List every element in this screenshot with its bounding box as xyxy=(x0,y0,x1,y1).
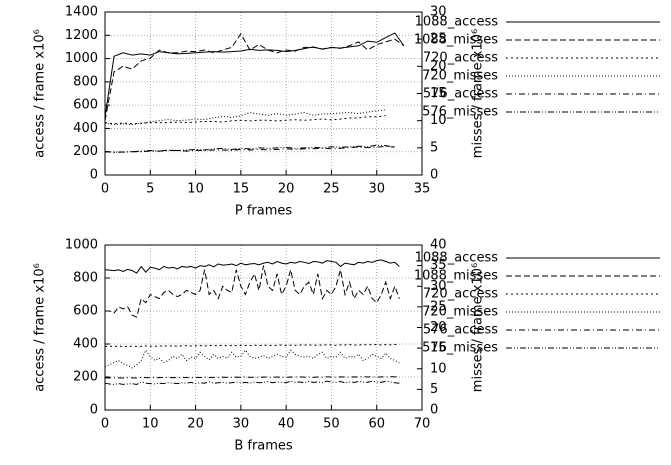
x-tick-label: 50 xyxy=(323,417,340,432)
y2-tick-label: 25 xyxy=(430,32,447,47)
series-line xyxy=(104,259,400,274)
legend-label: 720_misses xyxy=(422,305,498,320)
x-tick-label: 10 xyxy=(142,417,159,432)
y-tick-label: 600 xyxy=(73,98,98,113)
series-line xyxy=(104,376,400,379)
x-tick-label: 20 xyxy=(187,417,204,432)
y2-axis-label: misses / frame x10⁶ xyxy=(471,263,486,392)
series-line xyxy=(104,145,395,153)
y2-tick-label: 5 xyxy=(430,140,438,155)
x-axis-label: P frames xyxy=(235,204,293,219)
legend-label: 1088_access xyxy=(415,15,499,30)
x-tick-label: 70 xyxy=(414,417,431,432)
y2-tick-label: 40 xyxy=(430,238,447,253)
legend-label: 576_access xyxy=(423,323,498,338)
y-tick-label: 1000 xyxy=(65,51,98,66)
y2-tick-label: 35 xyxy=(430,258,447,273)
legend-label: 1088_misses xyxy=(414,269,498,284)
y-tick-label: 400 xyxy=(73,337,98,352)
y2-tick-label: 10 xyxy=(430,113,447,128)
y-tick-label: 200 xyxy=(73,370,98,385)
y2-tick-label: 0 xyxy=(430,403,438,418)
x-tick-label: 30 xyxy=(368,182,385,197)
x-tick-label: 35 xyxy=(414,182,431,197)
y-tick-label: 0 xyxy=(90,403,98,418)
x-tick-label: 20 xyxy=(278,182,295,197)
series-line xyxy=(104,32,405,117)
x-tick-label: 5 xyxy=(146,182,154,197)
plot-frame xyxy=(104,11,423,176)
series-line xyxy=(104,115,386,125)
legend-label: 720_misses xyxy=(422,69,498,84)
series-line xyxy=(104,343,400,348)
y2-tick-label: 20 xyxy=(430,320,447,335)
legend-label: 1088_misses xyxy=(414,33,498,48)
series-line xyxy=(104,32,405,121)
legend-label: 720_access xyxy=(423,51,498,66)
y-tick-label: 800 xyxy=(73,74,98,89)
x-tick-label: 15 xyxy=(233,182,250,197)
y-tick-label: 600 xyxy=(73,304,98,319)
y2-tick-label: 20 xyxy=(430,59,447,74)
x-tick-label: 0 xyxy=(101,417,109,432)
y-tick-label: 800 xyxy=(73,271,98,286)
y2-tick-label: 15 xyxy=(430,341,447,356)
x-tick-label: 25 xyxy=(323,182,340,197)
y-tick-label: 0 xyxy=(90,168,98,183)
y-tick-label: 400 xyxy=(73,121,98,136)
plot-frame xyxy=(104,244,423,411)
x-tick-label: 0 xyxy=(101,182,109,197)
y-tick-label: 1200 xyxy=(65,28,98,43)
x-tick-label: 30 xyxy=(233,417,250,432)
x-axis-label: B frames xyxy=(234,439,293,454)
legend-label: 1088_access xyxy=(415,251,499,266)
y2-tick-label: 25 xyxy=(430,299,447,314)
y-axis-label: access / frame x10⁶ xyxy=(33,29,48,158)
chart: 0 10 20 30 40 50 60 700200400600800100005101520… xyxy=(33,238,660,454)
y-tick-label: 1400 xyxy=(65,5,98,20)
series-line xyxy=(104,144,395,153)
y2-tick-label: 10 xyxy=(430,361,447,376)
legend-label: 720_access xyxy=(423,287,498,302)
y-axis-label: access / frame x10⁶ xyxy=(33,263,48,392)
series-line xyxy=(104,349,400,369)
legend-label: 576_misses xyxy=(422,105,498,120)
series-line xyxy=(104,109,386,125)
y2-axis-label: misses / frame x10⁶ xyxy=(471,29,486,158)
y2-tick-label: 30 xyxy=(430,279,447,294)
y-tick-label: 1000 xyxy=(65,238,98,253)
legend-label: 576_misses xyxy=(422,341,498,356)
series-line xyxy=(104,380,400,385)
chart: 0 5 10 15 20 25 30 3502004006008001000120014000… xyxy=(33,5,660,219)
x-tick-label: 40 xyxy=(278,417,295,432)
x-tick-label: 10 xyxy=(187,182,204,197)
x-tick-label: 60 xyxy=(368,417,385,432)
y2-tick-label: 30 xyxy=(430,5,447,20)
y2-tick-label: 15 xyxy=(430,86,447,101)
y2-tick-label: 5 xyxy=(430,382,438,397)
series-line xyxy=(105,265,400,318)
y2-tick-label: 0 xyxy=(430,168,438,183)
y-tick-label: 200 xyxy=(73,144,98,159)
legend-label: 576_access xyxy=(423,87,498,102)
